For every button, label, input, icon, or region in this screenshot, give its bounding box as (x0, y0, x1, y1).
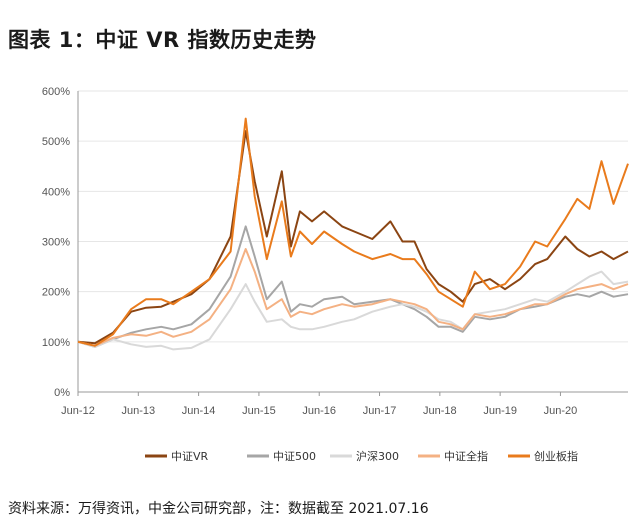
x-tick-label: Jun-16 (302, 405, 336, 417)
chart-title: 图表 1：中证 VR 指数历史走势 (8, 28, 317, 52)
y-tick-label: 500% (42, 136, 70, 148)
y-tick-label: 300% (42, 237, 70, 249)
legend: 中证VR 中证500 沪深300 中证全指 创业板指 (145, 449, 578, 463)
y-tick-label: 200% (42, 287, 70, 299)
legend-label: 中证500 (273, 450, 316, 463)
x-tick-label: Jun-18 (423, 405, 457, 417)
series-line (77, 117, 629, 347)
x-tick-label: Jun-20 (544, 405, 578, 417)
x-tick-label: Jun-19 (483, 405, 517, 417)
x-tick-label: Jun-13 (121, 405, 155, 417)
y-gridlines (78, 90, 628, 343)
y-tick-labels: 0% 100% 200% 300% 400% 500% 600% (42, 86, 70, 399)
y-tick-label: 100% (42, 337, 70, 349)
series-line (77, 248, 629, 347)
y-tick-label: 600% (42, 86, 70, 98)
y-tick-label: 0% (54, 387, 70, 399)
axes (77, 91, 628, 396)
legend-label: 中证全指 (444, 449, 488, 463)
legend-label: 中证VR (171, 450, 209, 463)
series-line (77, 270, 629, 351)
series-line (77, 225, 629, 348)
series-lines (77, 117, 629, 351)
x-tick-label: Jun-17 (363, 405, 397, 417)
x-tick-label: Jun-12 (61, 405, 95, 417)
series-line (77, 130, 629, 345)
x-tick-label: Jun-14 (182, 405, 216, 417)
x-tick-labels: Jun-12 Jun-13 Jun-14 Jun-15 Jun-16 Jun-17 Jun-… (61, 405, 577, 417)
legend-label: 创业板指 (534, 449, 578, 463)
x-tick-label: Jun-15 (242, 405, 276, 417)
source-note: 资料来源：万得资讯，中金公司研究部，注：数据截至 2021.07.16 (8, 501, 429, 517)
legend-label: 沪深300 (356, 449, 399, 463)
y-tick-label: 400% (42, 186, 70, 198)
